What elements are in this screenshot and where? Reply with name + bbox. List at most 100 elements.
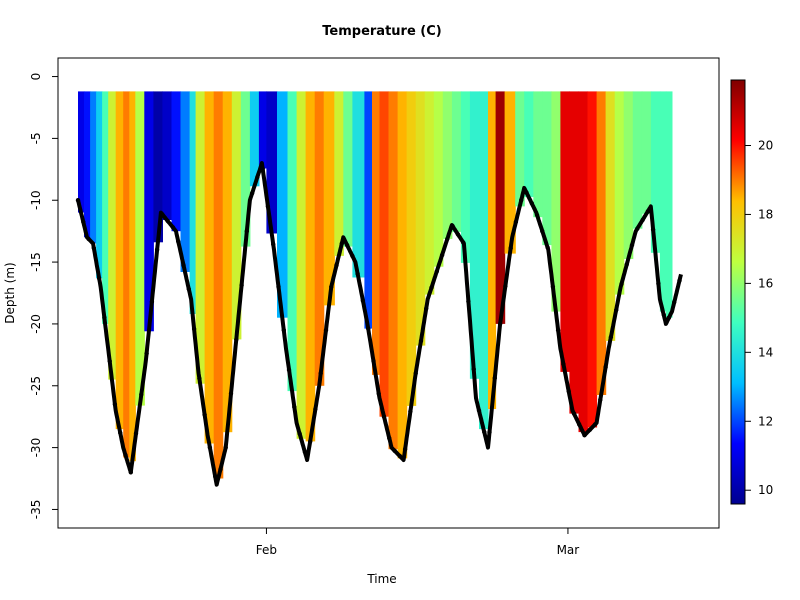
data-point [234,337,239,342]
data-point [218,467,223,472]
data-point [482,429,487,435]
data-point [213,474,218,479]
temperature-column [162,91,172,221]
temperature-column [406,91,417,406]
data-point [587,427,592,432]
data-point [614,307,619,313]
data-point [561,361,566,367]
temperature-column [469,91,480,379]
temperature-column [397,91,408,459]
temperature-column [343,91,353,247]
y-tick-label: -5 [29,132,43,144]
data-point [624,262,629,267]
data-point [413,371,418,376]
data-point [313,406,318,412]
data-point [402,447,408,452]
colorbar-bar [730,79,746,505]
temperature-column [334,91,344,256]
temperature-column [171,91,182,232]
data-point [112,402,118,407]
data-point [154,247,160,252]
data-point [244,229,249,234]
data-point [123,452,128,458]
data-point [86,236,91,242]
data-point [434,269,439,274]
data-point [160,212,165,217]
temperature-column [123,91,130,458]
temperature-column [296,91,307,439]
data-point [487,429,492,435]
data-point [75,198,81,203]
data-point [471,366,476,372]
temperature-column [379,91,390,417]
colorbar-tick-label: 14 [758,345,773,359]
data-point [271,242,276,247]
data-point [550,284,556,289]
data-point [492,375,497,381]
data-point [128,470,133,475]
x-axis: Feb Mar [256,528,580,557]
data-point [207,445,213,450]
temperature-column [287,91,298,392]
data-point [170,225,176,230]
temperature-column [442,91,453,239]
data-point [392,448,397,453]
data-point [640,217,645,223]
data-point [497,321,503,327]
temperature-column [144,91,154,332]
data-point [598,397,603,402]
data-point [107,358,112,364]
data-point [191,326,197,332]
data-point [381,414,387,419]
data-point [571,411,577,416]
data-point [582,433,587,438]
data-point [239,283,244,288]
temperature-column [108,91,117,380]
data-point [503,283,508,289]
data-point [476,408,482,413]
temperature-column [249,91,260,187]
temperature-column [665,91,673,318]
temperature-column [569,91,579,414]
temperature-column [180,91,191,273]
temperature-column [90,91,97,244]
temperature-column [524,91,534,198]
data-point [329,284,334,289]
temperature-column [258,91,267,169]
colorbar-tick-label: 12 [758,414,773,428]
data-point [339,241,344,246]
temperature-column [460,91,471,263]
data-point [619,281,624,287]
data-point [424,306,429,311]
temperature-column [231,91,242,340]
temperature-column [305,91,316,442]
data-point [255,174,260,180]
temperature-column [96,91,103,279]
plot-frame [57,57,720,529]
data-point [555,327,561,333]
temperature-column [277,91,289,318]
temperature-column [560,91,570,372]
data-point [265,204,271,209]
colorbar-ticks: 10 12 14 16 18 20 [745,139,773,497]
temperature-column [129,91,136,462]
x-tick-label: Mar [557,543,580,557]
data-point [408,409,413,414]
y-tick-label: -30 [29,438,43,458]
data-point [260,166,265,171]
data-point [672,300,677,305]
temperature-column [614,91,625,295]
data-point [281,327,286,333]
data-point [418,338,424,344]
data-point [139,392,144,397]
data-point [334,263,339,268]
data-point [276,284,281,289]
data-point [223,445,228,450]
data-point [297,431,302,436]
temperature-column [551,91,561,312]
data-point [249,191,255,196]
y-tick-label: 0 [29,73,43,81]
data-point [350,253,355,259]
data-point [371,358,376,364]
temperature-column [451,91,462,232]
